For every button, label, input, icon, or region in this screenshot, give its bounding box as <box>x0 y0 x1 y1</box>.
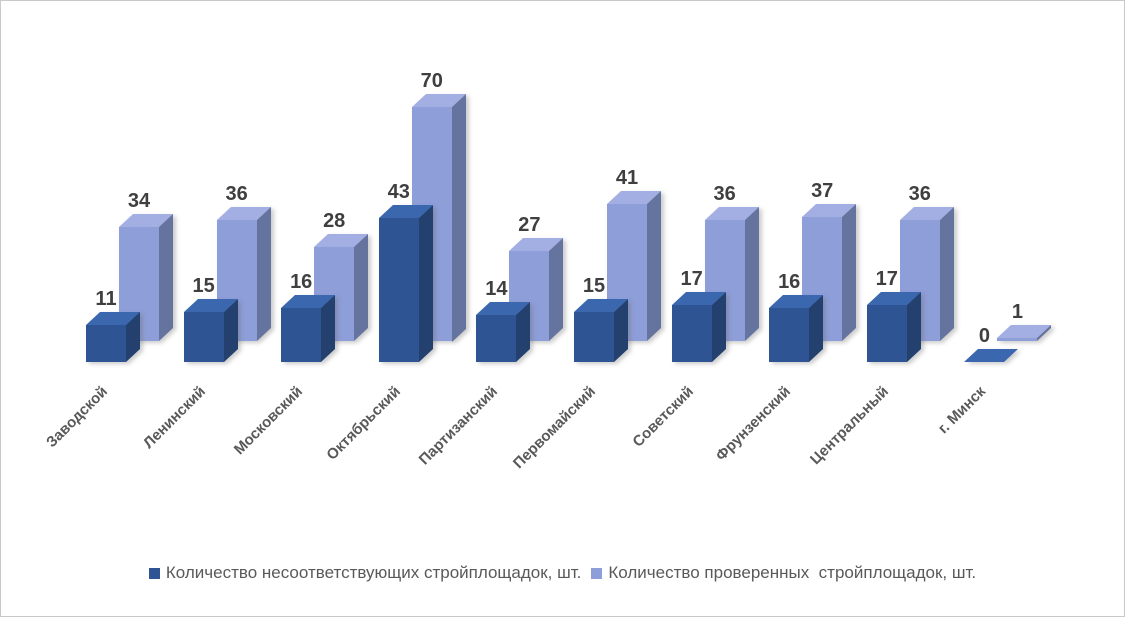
legend-label-inspected-sites: Количество проверенных стройплощадок, шт… <box>608 563 977 582</box>
bar-side-face <box>939 207 954 341</box>
legend-label-nonconforming-sites: Количество несоответствующих стройплощад… <box>165 563 582 582</box>
bar-series1-cat9 <box>866 292 921 362</box>
category-label-2: Ленинский <box>139 383 209 452</box>
bar-front-face <box>281 308 322 362</box>
category-label-6: Первомайский <box>509 383 600 473</box>
bar-series1-cat10 <box>964 349 1019 362</box>
value-label-series1-cat6: 15 <box>582 274 606 297</box>
bar-side-face <box>451 93 466 342</box>
legend-marker-nonconforming-sites <box>148 568 160 579</box>
bar-series1-cat6 <box>574 298 628 362</box>
value-label-series2-cat4: 70 <box>420 69 443 92</box>
bar-series1-cat5 <box>476 302 531 362</box>
bar-side-face <box>516 302 531 362</box>
value-label-series2-cat2: 36 <box>225 183 248 206</box>
bar-side-face <box>711 292 726 362</box>
category-label-3: Московский <box>230 383 307 459</box>
bar-series1-cat2 <box>183 298 238 362</box>
bar-front-face <box>183 311 224 362</box>
bar-front-face <box>574 311 614 362</box>
bar-side-face <box>906 292 921 362</box>
value-label-series2-cat9: 36 <box>908 183 931 206</box>
value-label-series1-cat10: 0 <box>978 325 990 347</box>
value-label-series2-cat10: 1 <box>1011 300 1023 323</box>
value-label-series1-cat8: 16 <box>778 271 801 294</box>
category-label-1: Заводской <box>43 383 112 451</box>
bar-front-face <box>378 217 419 362</box>
bar-front-face <box>866 305 907 362</box>
bar-front-face <box>997 337 1038 341</box>
value-label-series2-cat3: 28 <box>323 210 346 233</box>
value-label-series2-cat5: 27 <box>518 213 541 236</box>
category-label-8: Фрунзенский <box>712 383 795 465</box>
value-label-series1-cat2: 15 <box>192 274 215 297</box>
category-label-4: Октябрьский <box>323 383 404 464</box>
value-label-series1-cat3: 16 <box>290 271 313 294</box>
bar-side-face <box>647 190 661 341</box>
category-label-9: Центральный <box>806 383 892 469</box>
bar-side-face <box>321 295 336 362</box>
value-label-series2-cat1: 34 <box>127 190 151 213</box>
legend-marker-inspected-sites <box>591 568 603 579</box>
bar-side-face <box>418 204 433 362</box>
value-label-series1-cat9: 17 <box>875 268 898 291</box>
value-label-series1-cat7: 17 <box>680 268 703 291</box>
value-label-series1-cat1: 11 <box>95 288 117 311</box>
value-label-series2-cat7: 36 <box>713 183 736 206</box>
bar-series2-cat10 <box>997 324 1052 341</box>
bar-series1-cat7 <box>671 292 726 362</box>
value-label-series1-cat5: 14 <box>485 278 508 301</box>
value-label-series2-cat6: 41 <box>615 166 639 189</box>
bar-series1-cat8 <box>769 295 824 362</box>
bar-series1-cat1 <box>86 312 140 362</box>
category-label-5: Партизанский <box>416 383 502 469</box>
bar-front-face <box>769 308 810 362</box>
bar-side-face <box>614 298 628 362</box>
bar-series1-cat3 <box>281 295 336 362</box>
bar-top-face <box>964 349 1019 362</box>
bar-series1-cat4 <box>378 204 433 362</box>
value-label-series1-cat4: 43 <box>387 180 410 203</box>
bar-side-face <box>809 295 824 362</box>
value-label-series2-cat8: 37 <box>811 180 834 203</box>
bar-front-face <box>476 315 517 362</box>
category-label-10: г. Минск <box>935 383 990 438</box>
bar-side-face <box>354 234 369 341</box>
legend: Количество несоответствующих стройплощад… <box>1 563 1124 583</box>
legend-item-nonconforming-sites: Количество несоответствующих стройплощад… <box>148 563 582 583</box>
bar-front-face <box>671 305 712 362</box>
category-label-7: Советский <box>629 383 697 451</box>
bar-front-face <box>86 325 126 362</box>
legend-item-inspected-sites: Количество проверенных стройплощадок, шт… <box>591 563 976 583</box>
